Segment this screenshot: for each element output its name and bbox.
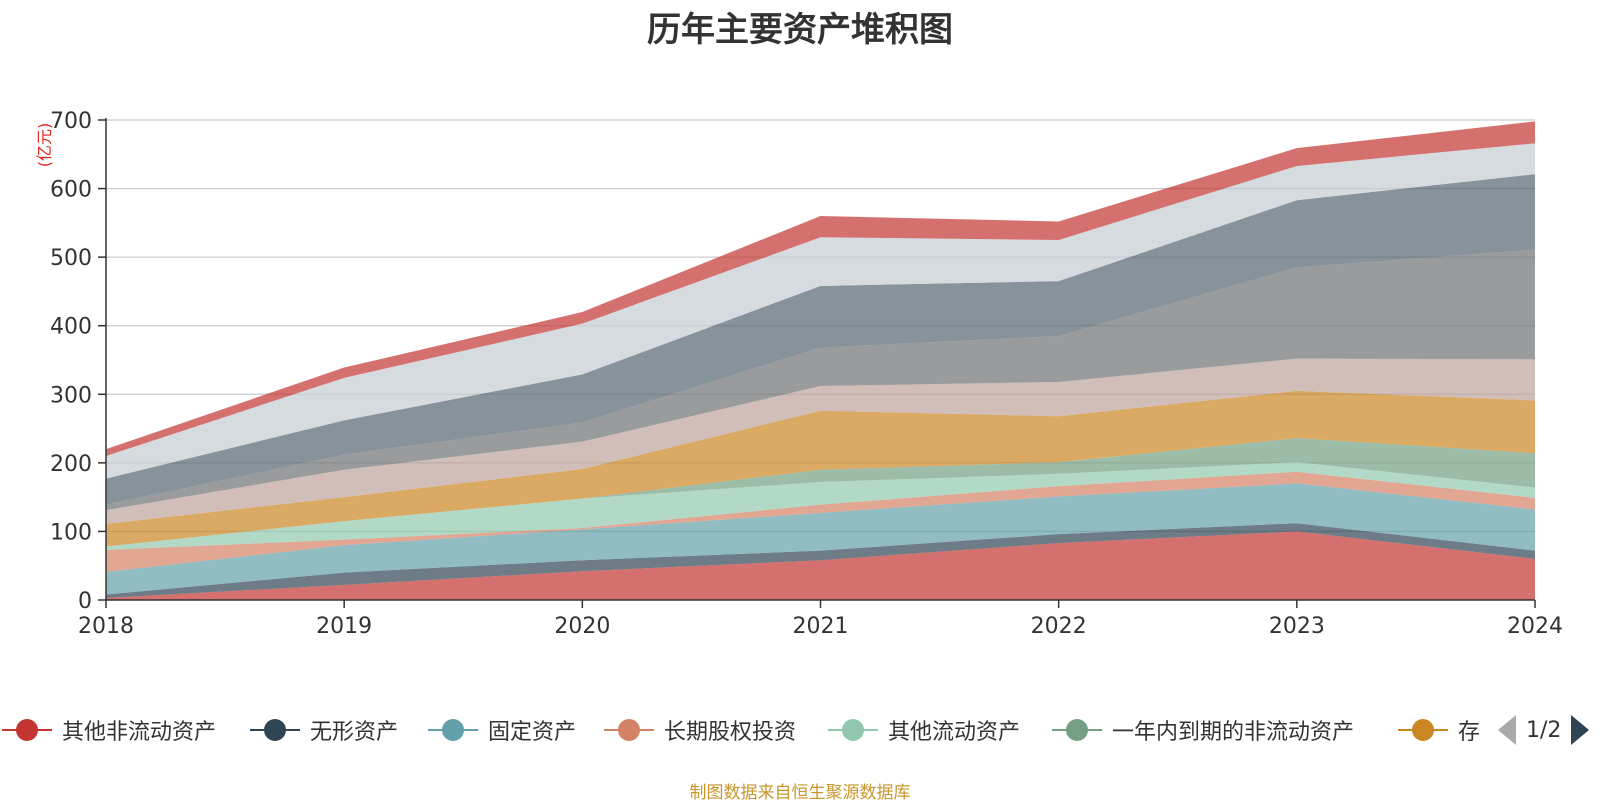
- x-tick-label: 2019: [316, 614, 372, 639]
- legend-item-intangible-assets[interactable]: 无形资产: [250, 712, 398, 748]
- area-series-11[interactable]: [106, 121, 1535, 456]
- y-tick-label: 700: [50, 109, 92, 134]
- x-tick-label: 2021: [793, 614, 849, 639]
- chart-canvas: 0 100 200 300 400 500 600 700 2018 2019 2020 2021 20…: [35, 109, 1563, 639]
- pager-prev-icon[interactable]: [1498, 715, 1516, 745]
- y-tick-label: 600: [50, 178, 92, 203]
- x-tick-label: 2023: [1269, 614, 1325, 639]
- legend-label: 其他非流动资产: [62, 720, 217, 745]
- x-tick-label: 2022: [1031, 614, 1087, 639]
- area-series-10[interactable]: [106, 143, 1535, 479]
- y-unit-label: (亿元): [35, 123, 54, 168]
- y-tick-label: 300: [50, 383, 92, 408]
- legend-marker-icon: [1052, 715, 1102, 745]
- legend-label: 固定资产: [488, 720, 577, 745]
- legend-item-other-current-assets[interactable]: 其他流动资产: [828, 712, 1020, 748]
- chart-title: 历年主要资产堆积图: [647, 10, 953, 50]
- area-series-5[interactable]: [106, 438, 1535, 547]
- legend-marker-icon: [604, 715, 654, 745]
- legend-marker-icon: [250, 715, 300, 745]
- legend-label: 存: [1458, 720, 1481, 745]
- legend-item-noncurrent-assets-due-within-one-year[interactable]: 一年内到期的非流动资产: [1052, 712, 1354, 748]
- y-tick-label: 400: [50, 315, 92, 340]
- y-tick-label: 100: [50, 520, 92, 545]
- x-tick-label: 2018: [78, 614, 134, 639]
- legend-label: 其他流动资产: [888, 720, 1021, 745]
- area-series-0[interactable]: [106, 531, 1535, 600]
- area-series-4[interactable]: [106, 462, 1535, 550]
- legend-item-long-term-equity-investment[interactable]: 长期股权投资: [604, 712, 796, 748]
- legend-pager: 1/2: [1498, 712, 1590, 748]
- y-tick-label: 500: [50, 246, 92, 271]
- legend-label: 无形资产: [310, 720, 399, 745]
- area-series-9[interactable]: [106, 174, 1535, 505]
- legend-item-inventory[interactable]: 存: [1398, 712, 1480, 748]
- legend-marker-icon: [2, 715, 52, 745]
- legend-marker-icon: [428, 715, 478, 745]
- legend-marker-icon: [828, 715, 878, 745]
- source-note: 制图数据来自恒生聚源数据库: [689, 783, 911, 803]
- pager-indicator: 1/2: [1526, 717, 1562, 743]
- legend: 其他非流动资产 无形资产 固定资产 长期股权投资 其他流动资产 一年内到期的非流…: [0, 712, 1600, 748]
- area-series-2[interactable]: [106, 483, 1535, 595]
- legend-item-fixed-assets[interactable]: 固定资产: [428, 712, 576, 748]
- x-tick-label: 2024: [1507, 614, 1563, 639]
- area-series-6[interactable]: [106, 390, 1535, 547]
- y-tick-label: 0: [78, 589, 92, 614]
- legend-label: 一年内到期的非流动资产: [1112, 720, 1355, 745]
- area-series-7[interactable]: [106, 358, 1535, 524]
- y-tick-label: 200: [50, 452, 92, 477]
- legend-label: 长期股权投资: [664, 720, 797, 745]
- legend-marker-icon: [1398, 715, 1448, 745]
- pager-next-icon[interactable]: [1571, 715, 1590, 745]
- legend-item-other-noncurrent-assets[interactable]: 其他非流动资产: [2, 712, 216, 748]
- x-tick-label: 2020: [554, 614, 610, 639]
- area-series-8[interactable]: [106, 249, 1535, 511]
